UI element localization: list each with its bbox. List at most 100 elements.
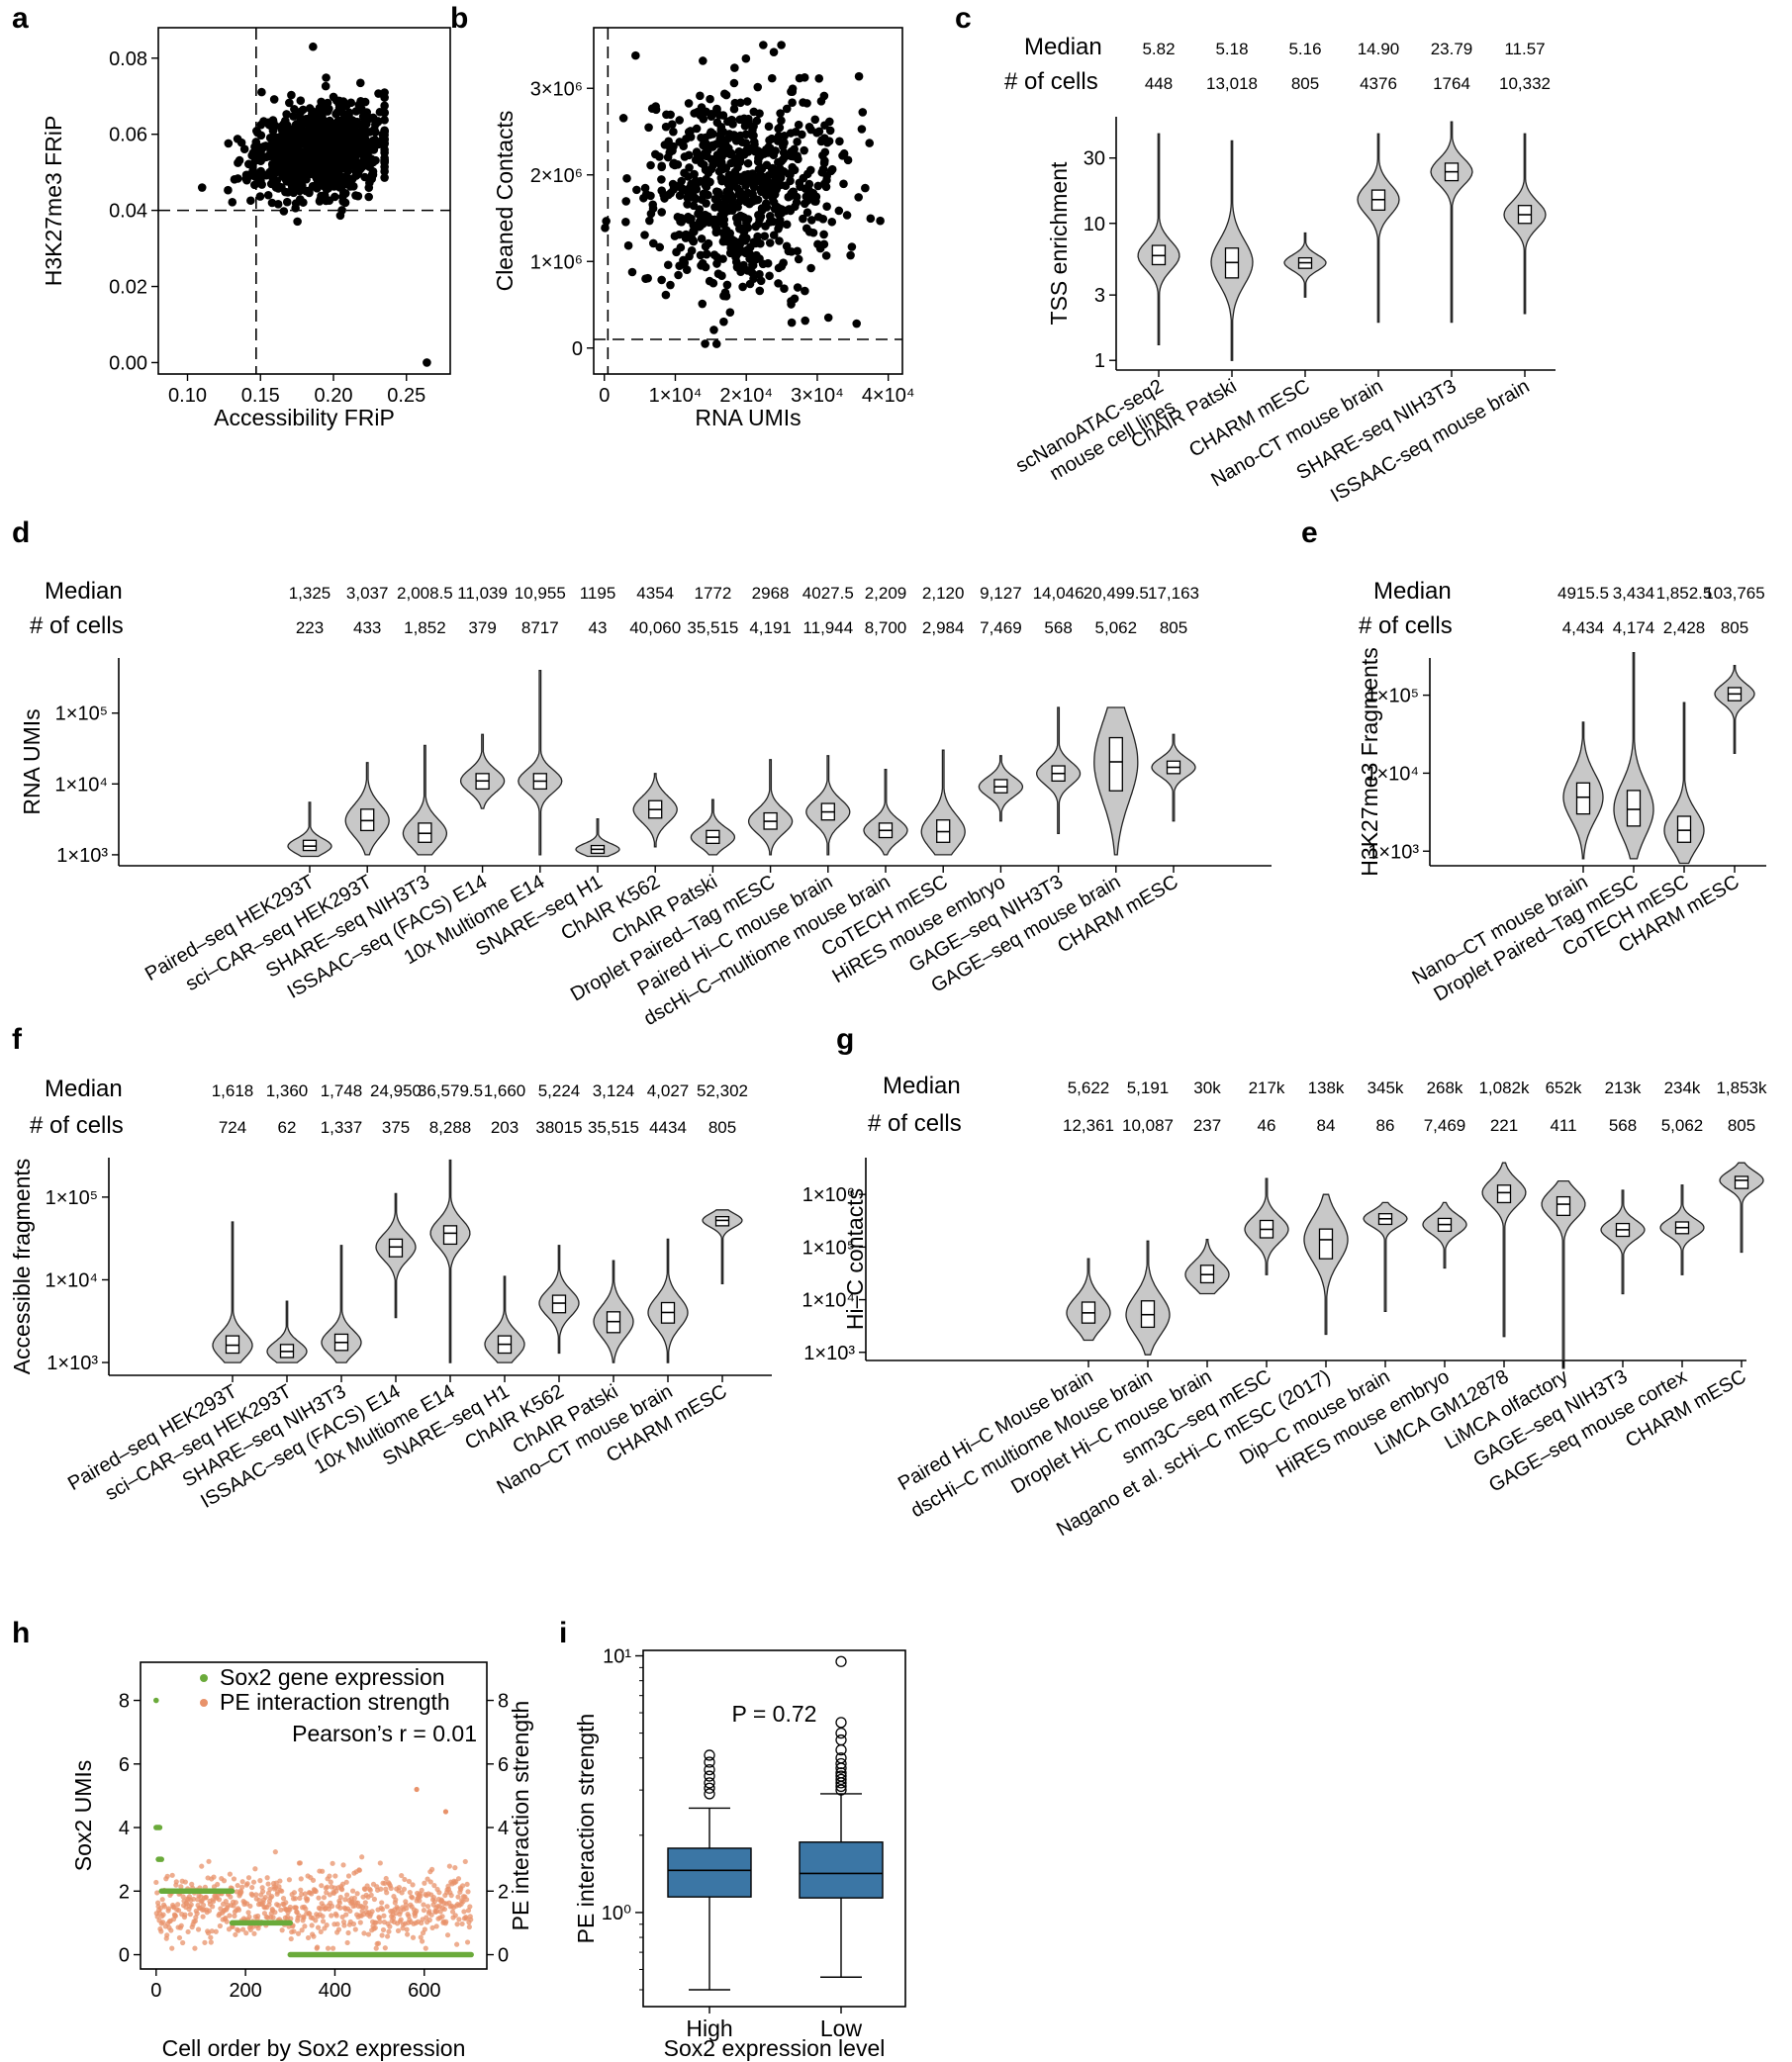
data-point [727, 206, 737, 215]
data-point [716, 211, 725, 221]
data-point [854, 193, 863, 202]
y-tick-label: 0 [572, 338, 583, 360]
pe-point [398, 1917, 404, 1922]
data-point [716, 173, 726, 183]
x-tick-label: 200 [229, 1980, 261, 2002]
data-point [846, 250, 855, 260]
pe-point [383, 1875, 389, 1882]
data-point [657, 208, 667, 217]
data-point [858, 108, 868, 117]
median-value: 1195 [580, 584, 616, 603]
pe-point [233, 1900, 238, 1906]
pe-point [375, 1940, 382, 1946]
median-value: 1,748 [321, 1081, 363, 1100]
data-point [423, 358, 431, 367]
pe-point [278, 1907, 284, 1913]
data-point [793, 246, 802, 256]
pe-point [350, 1921, 357, 1927]
cell-count: 724 [219, 1118, 246, 1137]
data-point [368, 167, 378, 176]
data-point [774, 279, 783, 288]
data-point [839, 179, 848, 189]
pe-point [463, 1916, 469, 1921]
data-point [338, 197, 347, 206]
pe-point [265, 1881, 271, 1887]
pe-point [298, 1887, 304, 1893]
data-point [811, 192, 820, 202]
data-point [662, 110, 671, 120]
pe-point [303, 1906, 309, 1912]
pe-point [467, 1904, 473, 1910]
data-point [835, 137, 844, 146]
data-point [827, 217, 837, 227]
pe-point [251, 1930, 257, 1936]
y-axis-label: H3K27me3 FRiP [41, 116, 66, 287]
box [1496, 1184, 1512, 1204]
violin-11 [863, 769, 908, 856]
pe-point [414, 1786, 420, 1793]
median-value: 5,622 [1068, 1078, 1110, 1097]
pe-point [217, 1922, 223, 1929]
pe-point [318, 1928, 324, 1935]
box-high [667, 1847, 752, 1898]
data-point [710, 221, 720, 231]
pe-point [410, 1882, 416, 1888]
data-point [732, 262, 742, 272]
data-point [818, 214, 828, 224]
data-point [648, 200, 658, 210]
pe-point [421, 1902, 426, 1908]
pe-point [310, 1877, 317, 1883]
pe-point [279, 1888, 285, 1894]
pe-point [297, 1860, 303, 1866]
cell-count: 7,469 [980, 618, 1022, 637]
cell-count: 4,434 [1562, 618, 1605, 637]
data-point [708, 278, 718, 288]
pe-point [443, 1919, 449, 1924]
data-point [224, 185, 233, 195]
data-point [373, 117, 383, 127]
data-point [310, 109, 320, 119]
data-point [345, 159, 354, 168]
x-tick-label: 600 [408, 1980, 440, 2002]
data-point [256, 120, 266, 130]
x-tick-label: 0.25 [387, 385, 425, 407]
y-axis-label: Accessible fragments [9, 1159, 35, 1375]
cell-count: 4376 [1360, 74, 1397, 93]
violin-10 [702, 1209, 743, 1284]
pe-point [362, 1900, 368, 1906]
median-value: 1,360 [266, 1081, 309, 1100]
data-point [779, 258, 788, 268]
violin-1 [1137, 133, 1180, 346]
data-point [787, 318, 797, 328]
x-tick-label: 3×10⁴ [791, 385, 844, 407]
pe-point [176, 1934, 183, 1941]
pe-point [256, 1897, 262, 1904]
pe-point [298, 1876, 304, 1882]
data-point [794, 254, 803, 264]
flier-point [835, 1767, 847, 1779]
data-point [661, 290, 671, 300]
y-tick-label: 0 [119, 1945, 130, 1967]
data-point [257, 87, 266, 97]
pe-point [319, 1883, 325, 1889]
data-point [767, 73, 777, 83]
data-point [755, 254, 764, 263]
pe-point [227, 1913, 233, 1919]
data-point [820, 147, 830, 157]
pe-point [422, 1926, 427, 1932]
y-axis-label: TSS enrichment [1046, 161, 1072, 326]
y2-tick-label: 2 [498, 1881, 509, 1903]
data-point [343, 166, 352, 176]
pe-point [354, 1891, 360, 1897]
data-point [779, 147, 789, 157]
pe-point [456, 1917, 462, 1922]
pe-point [384, 1933, 391, 1939]
y-tick-label: 1×10⁶ [530, 251, 583, 273]
flier-point [704, 1782, 715, 1794]
panel-i: i 10⁰ 10¹ High Low P = 0.72 Sox2 expression le… [559, 1617, 906, 2061]
data-point [755, 286, 765, 296]
data-point [725, 248, 735, 258]
data-point [763, 258, 773, 268]
pe-point [377, 1919, 383, 1924]
cell-count: 5,062 [1095, 618, 1138, 637]
